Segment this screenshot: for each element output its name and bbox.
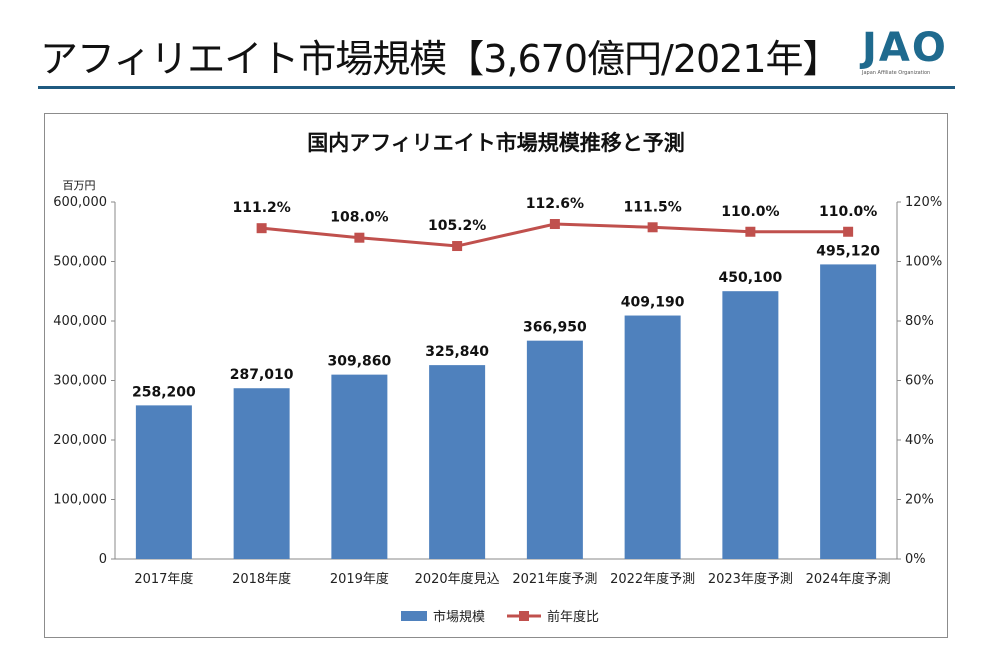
- line-data-label: 111.2%: [232, 200, 290, 216]
- legend-label-bar: 市場規模: [433, 609, 485, 625]
- y2-tick-label: 20%: [905, 493, 934, 508]
- bar-data-label: 450,100: [718, 270, 782, 286]
- line-point: [354, 232, 365, 243]
- x-tick-label: 2022年度予測: [610, 571, 695, 587]
- bar-data-label: 366,950: [523, 320, 587, 336]
- bar-data-label: 258,200: [132, 384, 196, 400]
- chart-frame: 国内アフィリエイト市場規模推移と予測 百万円 0 100,000 200,000 30…: [44, 113, 948, 638]
- line-data-label: 105.2%: [428, 218, 486, 234]
- y2-tick-label: 40%: [905, 433, 934, 448]
- bar-data-label: 287,010: [230, 367, 294, 383]
- x-tick-label: 2021年度予測: [512, 571, 597, 587]
- x-tick-label: 2018年度: [232, 571, 291, 587]
- bar-data-label: 495,120: [816, 243, 880, 259]
- y-tick-label: 600,000: [53, 195, 107, 210]
- line-data-label: 111.5%: [623, 199, 681, 215]
- bar: [624, 315, 681, 559]
- line-data-label: 110.0%: [819, 204, 877, 220]
- logo-subtext: Japan Affiliate Organization: [862, 70, 931, 76]
- legend-swatch-bar: [401, 611, 427, 621]
- line-point: [745, 226, 756, 237]
- bar-data-label: 409,190: [621, 295, 685, 311]
- y-tick-label: 100,000: [53, 493, 107, 508]
- y-tick-label: 300,000: [53, 374, 107, 389]
- y-tick-label: 500,000: [53, 255, 107, 270]
- y2-tick-label: 60%: [905, 374, 934, 389]
- bar-data-label: 309,860: [327, 354, 391, 370]
- y-tick-label: 0: [99, 552, 107, 567]
- y-tick-label: 200,000: [53, 433, 107, 448]
- x-tick-label: 2023年度予測: [708, 571, 793, 587]
- bar: [429, 365, 486, 559]
- y2-tick-label: 0%: [905, 552, 926, 567]
- y-tick-label: 400,000: [53, 314, 107, 329]
- legend-label-line: 前年度比: [547, 609, 599, 625]
- bar: [233, 388, 290, 559]
- chart-title: 国内アフィリエイト市場規模推移と予測: [307, 131, 685, 155]
- x-tick-label: 2020年度見込: [415, 571, 500, 587]
- title-rule: [38, 86, 955, 89]
- jao-logo: JAO Japan Affiliate Organization: [862, 28, 954, 84]
- slide-title: アフィリエイト市場規模【3,670億円/2021年】: [40, 37, 841, 81]
- line-data-label: 108.0%: [330, 210, 388, 226]
- line-point: [843, 226, 854, 237]
- bar: [135, 405, 192, 559]
- logo-mark: JAO: [862, 25, 948, 71]
- legend-swatch-marker: [519, 611, 529, 621]
- bar: [331, 374, 388, 559]
- line-point: [452, 241, 463, 252]
- line-point: [647, 222, 658, 233]
- line-data-label: 112.6%: [526, 196, 584, 212]
- bar-data-label: 325,840: [425, 344, 489, 360]
- y2-tick-label: 120%: [905, 195, 942, 210]
- x-tick-label: 2024年度予測: [806, 571, 891, 587]
- line-point: [256, 223, 267, 234]
- bar: [820, 264, 877, 559]
- line-data-label: 110.0%: [721, 204, 779, 220]
- y-axis-unit-label: 百万円: [63, 179, 96, 192]
- combo-chart: 国内アフィリエイト市場規模推移と予測 百万円 0 100,000 200,000 30…: [53, 131, 942, 625]
- bar: [722, 291, 779, 559]
- x-tick-label: 2019年度: [330, 571, 389, 587]
- x-tick-label: 2017年度: [134, 571, 193, 587]
- bar: [526, 340, 583, 559]
- y2-tick-label: 100%: [905, 255, 942, 270]
- line-point: [549, 219, 560, 230]
- y2-tick-label: 80%: [905, 314, 934, 329]
